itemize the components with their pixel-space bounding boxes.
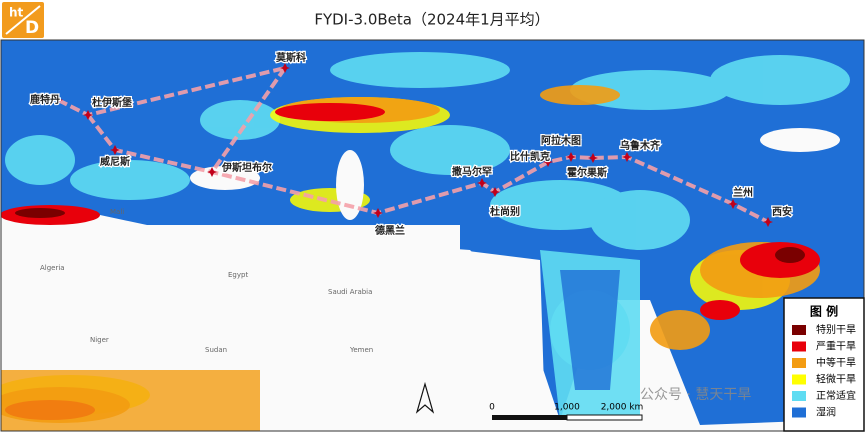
map-label: Niger bbox=[90, 336, 109, 344]
city-label: 西安 bbox=[772, 205, 792, 218]
city-marker bbox=[53, 95, 63, 105]
legend-swatch bbox=[792, 325, 806, 335]
map-label: Mali bbox=[110, 208, 124, 216]
city-marker bbox=[373, 208, 383, 218]
legend-title: 图 例 bbox=[810, 304, 838, 319]
city-marker bbox=[83, 110, 93, 120]
city-marker bbox=[588, 153, 598, 163]
city-label: 比什凯克 bbox=[510, 150, 550, 163]
city-marker bbox=[477, 178, 487, 188]
city-label: 鹿特丹 bbox=[30, 93, 60, 106]
legend-label: 湿润 bbox=[816, 406, 836, 419]
city-label: 杜尚别 bbox=[490, 205, 520, 218]
logo-bottom: D bbox=[25, 18, 39, 38]
watermark: 公众号 · 慧天干旱 bbox=[640, 387, 751, 403]
logo-top: ht bbox=[9, 6, 24, 20]
city-marker bbox=[622, 152, 632, 162]
city-label: 撒马尔罕 bbox=[452, 165, 492, 178]
city-label: 阿拉木图 bbox=[541, 134, 581, 147]
map: Algeria Mali Niger Egypt Sudan Saudi Arabia Ye… bbox=[0, 39, 865, 432]
city-label: 霍尔果斯 bbox=[567, 166, 607, 179]
city-marker bbox=[280, 63, 290, 73]
city-label: 威尼斯 bbox=[100, 155, 130, 168]
legend-swatch bbox=[792, 391, 806, 401]
legend-swatch bbox=[792, 358, 806, 368]
city-label: 德黑兰 bbox=[374, 224, 405, 237]
city-label: 兰州 bbox=[733, 186, 753, 199]
north-arrow bbox=[415, 381, 435, 414]
legend-label: 特别干旱 bbox=[816, 324, 856, 336]
legend-label: 中等干旱 bbox=[816, 356, 856, 369]
legend-label: 正常适宜 bbox=[816, 389, 856, 402]
map-label: Sudan bbox=[205, 346, 227, 354]
city-marker bbox=[207, 167, 217, 177]
legend-swatch bbox=[792, 407, 806, 418]
scale-bar: 0 1,000 2,000 km bbox=[489, 403, 643, 421]
city-marker bbox=[490, 187, 500, 197]
city-marker bbox=[110, 145, 120, 155]
legend-label: 轻微干旱 bbox=[816, 373, 856, 386]
city-marker bbox=[566, 152, 576, 162]
legend-swatch bbox=[792, 341, 806, 352]
city-label: 莫斯科 bbox=[275, 51, 306, 64]
scale-label: 2,000 km bbox=[601, 403, 644, 413]
city-label: 伊斯坦布尔 bbox=[221, 161, 272, 174]
logo: ht D bbox=[2, 2, 44, 38]
map-label: Saudi Arabia bbox=[328, 288, 372, 296]
map-label: Egypt bbox=[228, 271, 248, 279]
title: FYDI-3.0Beta（2024年1月平均） bbox=[314, 11, 549, 29]
city-label: 乌鲁木齐 bbox=[620, 139, 661, 152]
city-marker bbox=[728, 199, 738, 209]
legend-swatch bbox=[792, 374, 806, 385]
scale-label: 1,000 bbox=[554, 403, 580, 413]
city-marker bbox=[543, 157, 553, 167]
city-label: 杜伊斯堡 bbox=[92, 96, 132, 109]
city-marker bbox=[763, 217, 773, 227]
legend-label: 严重干旱 bbox=[816, 340, 856, 353]
map-label: Yemen bbox=[349, 346, 373, 354]
scale-label: 0 bbox=[489, 403, 495, 413]
map-label: Algeria bbox=[40, 264, 65, 272]
